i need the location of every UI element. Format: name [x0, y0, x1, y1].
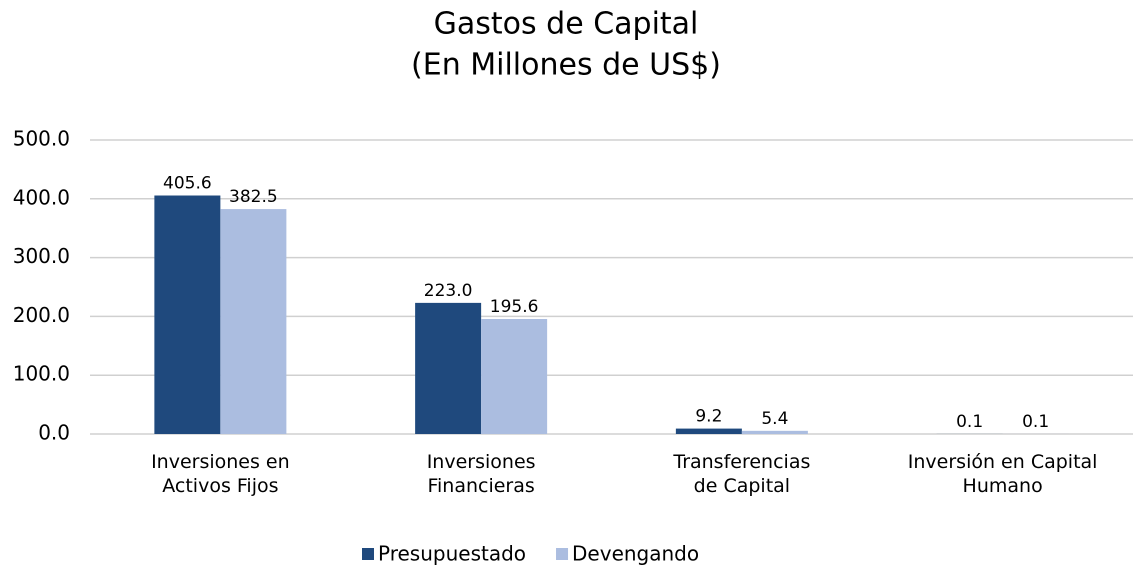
- bar: [481, 318, 548, 434]
- data-label: 195.6: [490, 297, 539, 317]
- data-label: 382.5: [229, 187, 278, 207]
- data-label: 0.1: [956, 412, 983, 432]
- chart-title: Gastos de Capital: [434, 7, 699, 42]
- y-tick-label: 400.0: [13, 185, 70, 209]
- bar: [415, 302, 482, 434]
- x-tick-label: Inversiones Financieras: [426, 451, 536, 497]
- legend-swatch: [556, 548, 569, 560]
- data-label: 5.4: [761, 409, 788, 429]
- bar: [220, 209, 287, 434]
- y-tick-label: 100.0: [13, 362, 70, 386]
- chart-subtitle: (En Millones de US$): [411, 48, 721, 83]
- x-tick-label: Inversiones en Activos Fijos: [151, 451, 290, 497]
- y-tick-label: 200.0: [13, 303, 70, 327]
- y-tick-label: 300.0: [13, 244, 70, 268]
- x-tick-label: Inversión en Capital Humano: [907, 451, 1098, 497]
- data-label: 405.6: [163, 174, 212, 194]
- data-label: 0.1: [1022, 412, 1049, 432]
- data-label: 9.2: [695, 407, 722, 427]
- legend-label: Presupuestado: [378, 542, 526, 565]
- bar: [675, 428, 742, 434]
- y-tick-label: 0.0: [38, 421, 70, 445]
- data-label: 223.0: [424, 281, 473, 301]
- legend-swatch: [362, 548, 374, 560]
- x-tick-label: Transferencias de Capital: [673, 451, 811, 497]
- bar: [154, 195, 221, 434]
- y-tick-label: 500.0: [13, 127, 70, 151]
- bar: [741, 430, 808, 434]
- legend-label: Devengando: [572, 542, 699, 565]
